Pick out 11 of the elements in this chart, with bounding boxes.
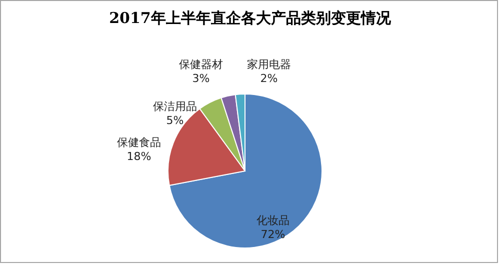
chart-title: 2017年上半年直企各大产品类别变更情况 xyxy=(109,9,392,27)
data-label: 5% xyxy=(166,114,184,127)
data-label: 72% xyxy=(260,228,286,241)
data-label: 2% xyxy=(260,72,278,85)
data-label: 3% xyxy=(192,72,210,85)
slice-label: 化妆品 xyxy=(256,214,290,227)
slice-label: 保健食品 xyxy=(117,136,161,149)
slice-label: 保洁用品 xyxy=(153,100,197,113)
data-label: 18% xyxy=(126,150,152,163)
slice-label: 家用电器 xyxy=(247,58,291,71)
slice-label: 保健器材 xyxy=(179,58,223,71)
